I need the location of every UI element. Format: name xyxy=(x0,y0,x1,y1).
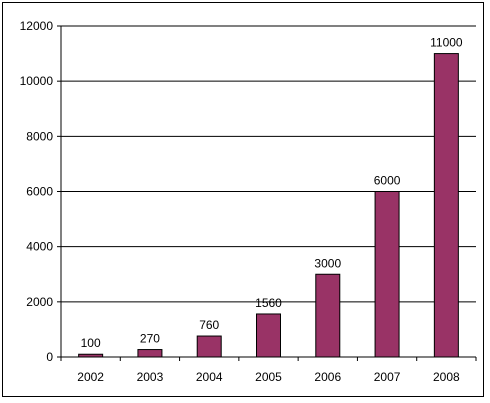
y-tick-label: 2000 xyxy=(26,295,53,309)
bar xyxy=(433,53,459,358)
x-tick-label: 2004 xyxy=(196,370,223,384)
data-label: 270 xyxy=(140,332,160,346)
x-tick-labels: 2002 2003 2004 2005 2006 2007 2008 xyxy=(77,370,460,384)
chart-frame xyxy=(2,2,484,397)
x-tick-label: 2005 xyxy=(255,370,282,384)
x-tick-label: 2002 xyxy=(77,370,104,384)
bar xyxy=(137,349,163,358)
y-tick-label: 6000 xyxy=(26,185,53,199)
y-tick-label: 4000 xyxy=(26,240,53,254)
bar xyxy=(315,273,341,358)
data-label: 1560 xyxy=(255,296,282,310)
y-tick-label: 0 xyxy=(46,350,53,364)
data-label: 760 xyxy=(199,318,219,332)
y-tick-label: 12000 xyxy=(20,19,54,33)
data-label: 11000 xyxy=(430,36,463,50)
bar xyxy=(196,335,222,358)
bars xyxy=(78,53,459,358)
data-label: 3000 xyxy=(314,256,341,270)
x-tick-label: 2007 xyxy=(374,370,401,384)
data-labels: 100 270 760 1560 3000 6000 11000 xyxy=(81,36,463,351)
axes xyxy=(57,25,477,361)
x-tick-label: 2003 xyxy=(137,370,164,384)
data-label: 100 xyxy=(81,336,101,350)
bar xyxy=(374,191,400,358)
x-tick-label: 2006 xyxy=(314,370,341,384)
y-tick-label: 8000 xyxy=(26,129,53,143)
bar xyxy=(256,313,281,358)
x-tick-label: 2008 xyxy=(433,370,460,384)
data-label: 6000 xyxy=(374,174,401,188)
y-tick-label: 10000 xyxy=(20,74,54,88)
gridlines xyxy=(61,25,476,303)
y-tick-labels: 0 2000 4000 6000 8000 10000 12000 xyxy=(20,19,54,364)
